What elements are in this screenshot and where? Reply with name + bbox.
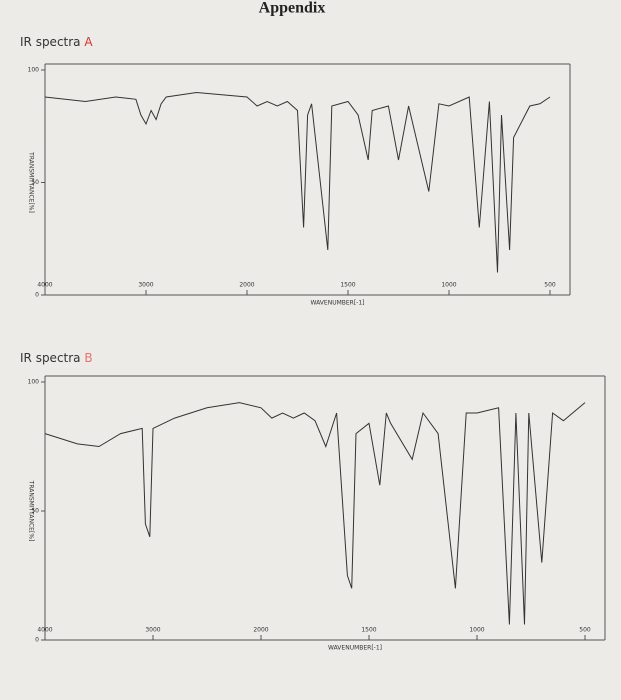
y-tick-label: 50	[31, 179, 39, 186]
page-title: Appendix	[259, 0, 326, 17]
x-tick-label: 1500	[361, 627, 376, 634]
x-tick-label: 2000	[239, 282, 254, 289]
y-tick-label: 0	[35, 637, 39, 644]
chart-title: IR spectra A	[20, 35, 93, 49]
chart-label: B	[84, 351, 92, 365]
chart-label: A	[84, 35, 93, 49]
y-tick-label: 100	[28, 67, 40, 74]
x-tick-label: 1500	[340, 282, 355, 289]
y-tick-label: 0	[35, 292, 39, 299]
x-tick-label: 4000	[37, 282, 52, 289]
x-axis-label: WAVENUMBER[-1]	[328, 645, 382, 652]
x-tick-label: 3000	[145, 627, 160, 634]
y-tick-label: 50	[31, 508, 39, 515]
spectrum-line	[44, 91, 551, 273]
x-tick-label: 1000	[441, 282, 456, 289]
x-tick-label: 3000	[138, 282, 153, 289]
x-tick-label: 2000	[253, 627, 268, 634]
y-axis-label: TRANSMITTANCE[%]	[28, 480, 35, 542]
y-axis-label: TRANSMITTANCE[%]	[28, 151, 35, 213]
y-tick-label: 100	[28, 379, 40, 386]
chart-title-text: IR spectra	[20, 351, 81, 365]
x-tick-label: 1000	[469, 627, 484, 634]
chart-title: IR spectra B	[20, 351, 93, 365]
x-tick-label: 500	[579, 627, 591, 634]
x-tick-label: 500	[544, 282, 556, 289]
x-axis-label: WAVENUMBER[-1]	[310, 300, 364, 307]
x-tick-label: 4000	[37, 627, 52, 634]
spectrum-line	[44, 402, 586, 625]
chart-title-text: IR spectra	[20, 35, 81, 49]
